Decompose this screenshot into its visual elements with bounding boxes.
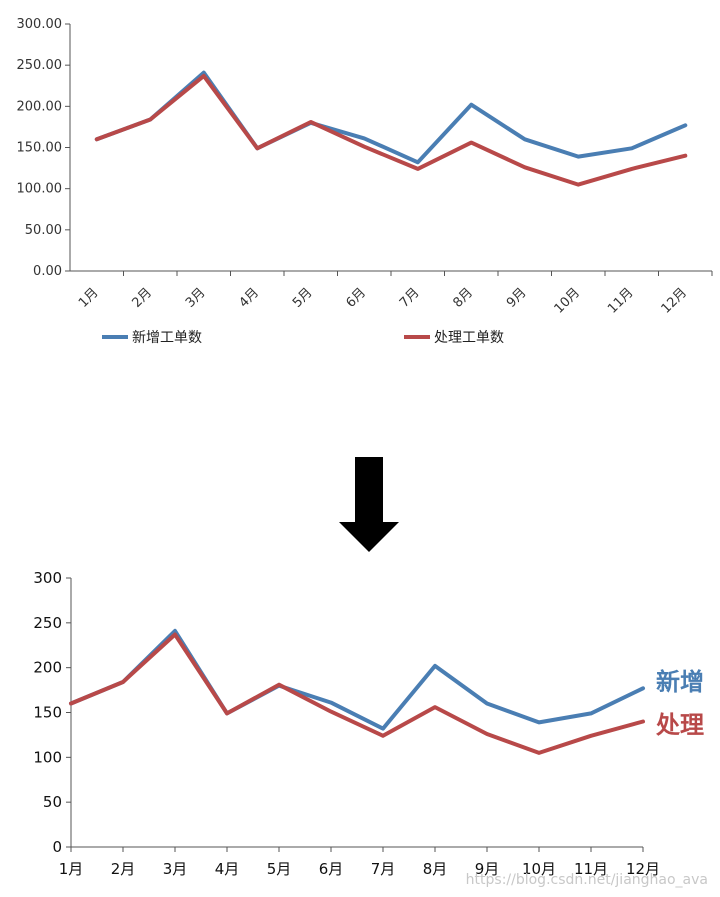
legend-label: 处理工单数 <box>434 330 504 346</box>
y-tick-label: 0 <box>52 838 62 856</box>
x-tick-label: 12月 <box>659 285 690 316</box>
y-tick-label: 50 <box>43 793 62 811</box>
legend-top: 新增工单数 处理工单数 <box>102 330 504 346</box>
chart-top: 0.00 50.00 100.00 150.00 200.00 250.00 300.00 1… <box>17 17 713 317</box>
y-tick-label: 250.00 <box>17 58 63 73</box>
y-tick-label: 200.00 <box>17 99 63 114</box>
y-tick-label: 100.00 <box>17 182 63 197</box>
x-tick-label: 7月 <box>397 285 423 311</box>
x-tick-label: 4月 <box>236 285 262 311</box>
x-tick-label: 8月 <box>423 860 448 878</box>
x-tick-label: 1月 <box>59 860 84 878</box>
series-end-label: 新增 <box>656 668 704 696</box>
series-line <box>69 632 645 755</box>
y-tick-label: 0.00 <box>33 264 62 279</box>
y-tick-label: 150 <box>33 704 62 722</box>
series-line <box>94 73 688 187</box>
y-tick-label: 300 <box>33 569 62 587</box>
x-tick-label: 11月 <box>605 285 636 316</box>
y-tick-label: 300.00 <box>17 17 63 32</box>
watermark-text: https://blog.csdn.net/jianghao_ava <box>466 872 708 888</box>
x-tick-label: 10月 <box>552 285 583 316</box>
y-tick-label: 50.00 <box>25 223 62 238</box>
x-tick-label: 10月 <box>522 860 556 878</box>
x-tick-label: 9月 <box>504 285 530 311</box>
y-tick-label: 200 <box>33 659 62 677</box>
y-tick-label: 100 <box>33 748 62 766</box>
legend-label: 新增工单数 <box>132 330 202 346</box>
arrow-head <box>339 522 399 552</box>
x-tick-label: 4月 <box>215 860 240 878</box>
x-tick-label: 3月 <box>163 860 188 878</box>
series-end-label: 处理 <box>655 711 704 739</box>
y-tick-label: 150.00 <box>17 141 63 156</box>
x-tick-label: 5月 <box>267 860 292 878</box>
arrow-shaft <box>355 457 383 523</box>
x-tick-label: 6月 <box>319 860 344 878</box>
x-tick-label: 2月 <box>129 285 155 311</box>
y-tick-label: 250 <box>33 614 62 632</box>
series-line <box>94 70 688 165</box>
series-line <box>69 628 645 731</box>
x-tick-label: 5月 <box>290 285 316 311</box>
chart-bottom: 0 50 100 150 200 250 300 1月 2月 3月 4月 5月 6月 7月 8月 9月 10月 1… <box>33 569 704 878</box>
x-tick-label: 3月 <box>183 285 209 311</box>
x-tick-label: 9月 <box>475 860 500 878</box>
down-arrow <box>339 457 399 552</box>
x-tick-label: 6月 <box>343 285 369 311</box>
x-tick-label: 11月 <box>574 860 608 878</box>
x-tick-label: 7月 <box>371 860 396 878</box>
x-tick-label: 1月 <box>76 285 102 311</box>
x-tick-label: 12月 <box>626 860 660 878</box>
x-tick-label: 2月 <box>111 860 136 878</box>
x-tick-label: 8月 <box>450 285 476 311</box>
